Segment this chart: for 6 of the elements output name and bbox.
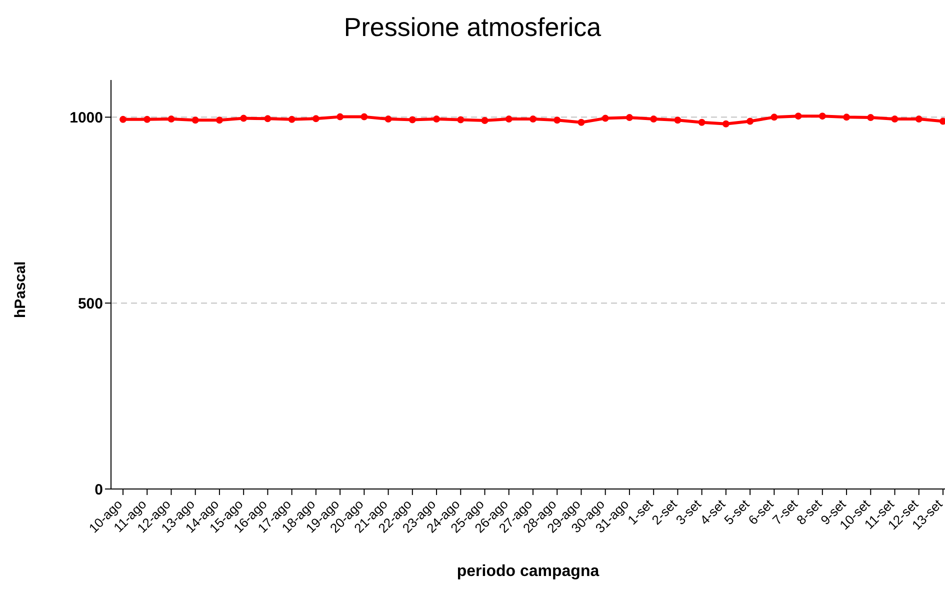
y-axis-title: hPascal [12,261,29,318]
y-tick-label: 500 [78,295,103,312]
y-tick-label: 1000 [70,110,103,127]
chart-title: Pressione atmosferica [342,12,602,43]
x-axis-title: periodo campagna [456,563,600,581]
y-tick-label: 0 [94,481,103,498]
